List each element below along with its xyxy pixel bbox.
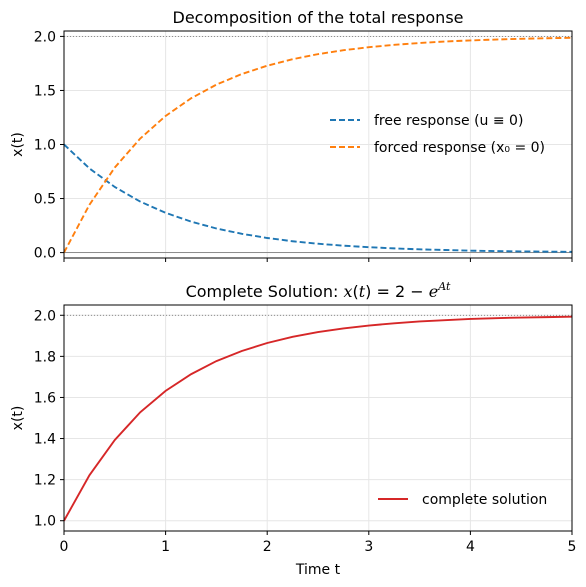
chart-2: 0 1 2 3 4 5 1.0 1.2 1.4 1.6 1.8 2.0 Complete Solutio… [10,280,576,578]
legend-label-1: free response (u ≡ 0) [374,113,523,129]
y-tick-label: 2.0 [34,308,56,324]
x-tick-label: 3 [364,539,373,555]
series-line-1 [63,143,573,253]
chart-1: 0.0 0.5 1.0 1.5 2.0 Decomposition of the tota… [10,8,573,262]
y-tick-label: 1.4 [34,432,56,448]
y-axis-label: x(t) [10,406,26,431]
series-line-1 [63,315,573,522]
y-tick-label: 0.5 [34,192,56,208]
x-tick-label: 2 [263,539,272,555]
y-tick-label: 1.6 [34,390,56,406]
y-tick-label: 1.0 [34,138,56,154]
legend: complete solution [378,492,547,508]
plot-frame [63,304,573,532]
legend: free response (u ≡ 0) forced response (x₀… [330,113,545,156]
y-tick-label: 1.5 [34,83,56,99]
y-tick-label: 2.0 [34,29,56,45]
legend-label-1: complete solution [422,492,547,508]
legend-label-2: forced response (x₀ = 0) [374,140,545,156]
y-tick-label: 1.8 [34,349,56,365]
y-tick-label: 0.0 [34,246,56,262]
x-tick-label: 4 [466,539,475,555]
x-axis-label: Time t [295,562,341,578]
x-tick-label: 1 [161,539,170,555]
y-tick-label: 1.2 [34,473,56,489]
chart-title: Complete Solution: x(t) = 2 − eAt [186,280,451,301]
y-tick-label: 1.0 [34,514,56,530]
x-tick-label: 5 [568,539,577,555]
y-axis-label: x(t) [10,132,26,157]
series-line-2 [63,36,573,254]
x-tick-label: 0 [60,539,69,555]
chart-title: Decomposition of the total response [173,8,464,27]
